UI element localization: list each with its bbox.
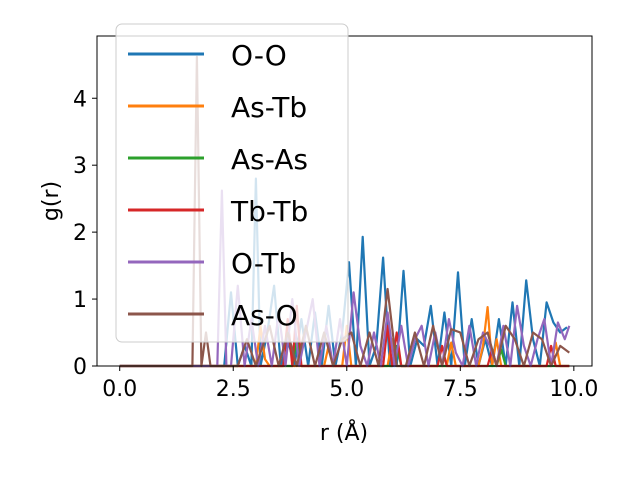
legend-label: Tb-Tb bbox=[230, 195, 308, 228]
x-tick-label: 0.0 bbox=[102, 377, 137, 402]
x-axis-ticks: 0.0 2.5 5.0 7.5 10.0 bbox=[102, 366, 598, 402]
x-axis-label: r (Å) bbox=[320, 419, 368, 446]
x-tick-label: 5.0 bbox=[329, 377, 364, 402]
y-tick-label: 1 bbox=[73, 288, 87, 313]
legend-items: O-O As-Tb As-As Tb-Tb O-Tb As-O bbox=[128, 39, 308, 332]
legend-label: As-Tb bbox=[231, 91, 307, 124]
x-tick-label: 2.5 bbox=[216, 377, 251, 402]
legend: O-O As-Tb As-As Tb-Tb O-Tb As-O bbox=[115, 23, 349, 343]
y-tick-label: 2 bbox=[73, 221, 87, 246]
y-axis-label: g(r) bbox=[39, 181, 64, 221]
y-tick-label: 4 bbox=[73, 87, 87, 112]
x-tick-label: 7.5 bbox=[443, 377, 478, 402]
series-line-as-as bbox=[119, 338, 570, 368]
legend-label: O-O bbox=[231, 39, 287, 72]
legend-label: As-O bbox=[231, 299, 298, 332]
x-tick-label: 10.0 bbox=[549, 377, 598, 402]
y-tick-label: 0 bbox=[73, 355, 87, 380]
y-tick-label: 3 bbox=[73, 154, 87, 179]
legend-label: As-As bbox=[231, 143, 308, 176]
y-axis-ticks: 0 1 2 3 4 bbox=[73, 87, 97, 380]
legend-label: O-Tb bbox=[231, 247, 296, 280]
